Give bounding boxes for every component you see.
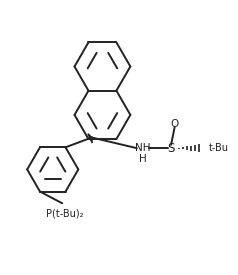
Text: NH: NH <box>135 143 150 153</box>
Text: H: H <box>139 154 147 164</box>
Text: t-Bu: t-Bu <box>209 143 229 153</box>
Text: O: O <box>170 119 179 130</box>
Text: P(t-Bu)₂: P(t-Bu)₂ <box>46 208 83 218</box>
Text: S: S <box>167 142 175 155</box>
